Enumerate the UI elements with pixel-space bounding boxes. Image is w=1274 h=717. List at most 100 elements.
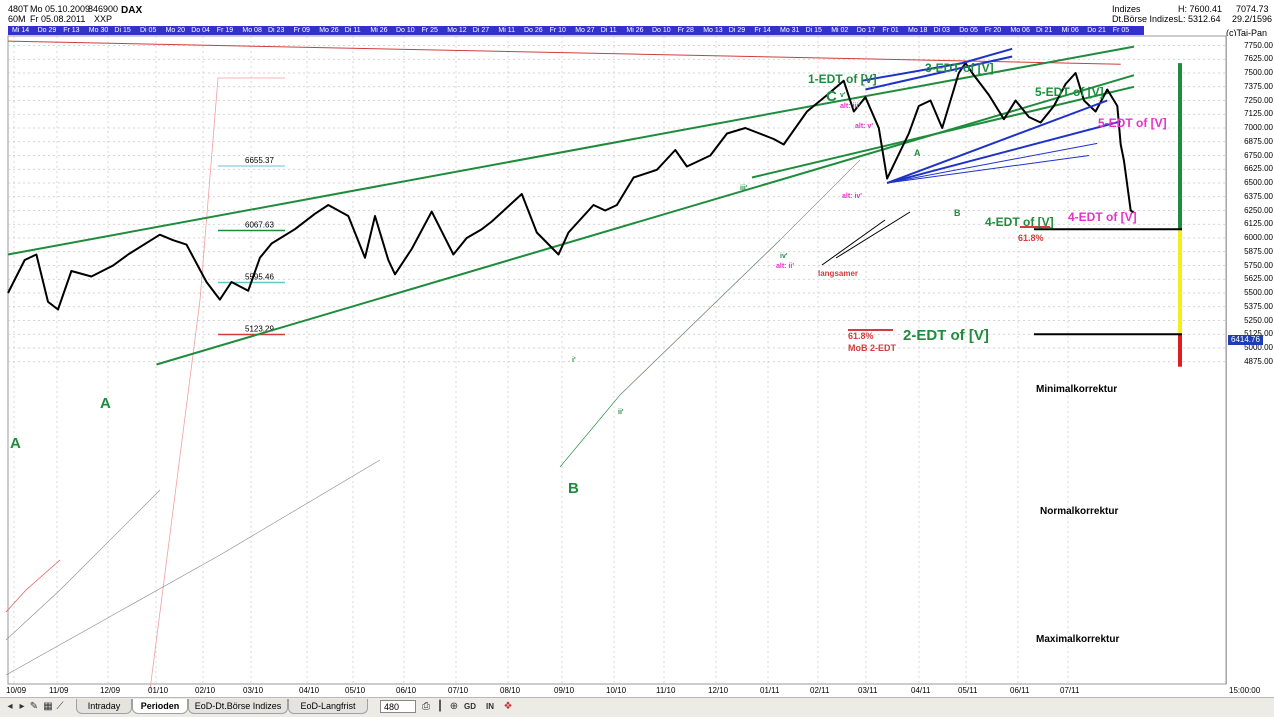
wave-annotation: v' <box>840 92 846 99</box>
y-tick-label: 4875.00 <box>1244 356 1273 366</box>
security-id: 846900 <box>88 4 119 14</box>
x-tick-label: 06/10 <box>396 686 417 695</box>
y-tick-label: 5500.00 <box>1244 288 1273 297</box>
zoom-icon[interactable]: ⊕ <box>449 701 459 712</box>
date-bar-entry: Di 23 <box>268 27 285 34</box>
y-tick-label: 7375.00 <box>1244 81 1273 91</box>
y-tick-label: 5875.00 <box>1244 246 1273 256</box>
date-bar-entry: Mo 20 <box>165 27 186 34</box>
wave-trend-line <box>886 99 1108 184</box>
bar-count: 29.2/1596 <box>1232 14 1273 24</box>
date-bar-entry: Mo 31 <box>780 27 800 34</box>
x-tick-label: 01/11 <box>760 686 780 695</box>
y-tick-label: 7750.00 <box>1244 40 1273 50</box>
date-bar-entry: Fr 19 <box>216 27 234 34</box>
fib-level-label: 5123.29 <box>245 324 274 333</box>
y-tick-label: 5625.00 <box>1244 274 1273 284</box>
fib-level-label: 6655.37 <box>245 156 274 165</box>
in-button[interactable]: IN <box>486 702 494 711</box>
layout-icon[interactable]: ▦ <box>43 701 53 712</box>
nav-first-icon[interactable]: ◂ <box>7 701 13 712</box>
fib-level-label: 5595.46 <box>245 273 274 282</box>
wave-annotation: alt: iv' <box>842 193 862 200</box>
y-axis[interactable]: 7750.00 7625.00 7500.00 7375.00 7250.00 7125.… <box>1226 36 1274 684</box>
date-bar-entry: Di 11 <box>344 27 361 34</box>
date-bar-entry: Di 05 <box>140 27 157 34</box>
index-group: Indizes <box>1112 4 1141 14</box>
wave-annotation: C <box>826 88 837 105</box>
exchange-code: XXP <box>94 14 113 24</box>
date-bar-entry: Fr 05 <box>1112 27 1130 34</box>
helper-line-gray <box>5 459 381 676</box>
edit-icon[interactable]: ✎ <box>29 701 39 712</box>
x-tick-label: 04/11 <box>911 686 931 695</box>
tab-perioden[interactable]: Perioden <box>132 699 188 714</box>
gd-button[interactable]: GD <box>464 702 476 711</box>
x-tick-label: 05/10 <box>345 686 366 695</box>
date-bar[interactable]: Mi 14 Do 29 Fr 13 Mo 30 Di 15 Di 05 Mo 20 Do 04… <box>8 26 1144 35</box>
nav-last-icon[interactable]: ▸ <box>19 701 25 712</box>
tab-intraday[interactable]: Intraday <box>76 699 132 714</box>
y-tick-label: 6875.00 <box>1244 136 1273 146</box>
y-tick-label: 6500.00 <box>1244 178 1273 187</box>
indicator-icon[interactable]: ❖ <box>503 701 513 712</box>
exchange-name: Dt.Börse Indizes <box>1112 14 1179 24</box>
end-date: Fr 05.08.2011 <box>30 14 86 24</box>
wave-annotation: iii' <box>740 185 748 192</box>
helper-line-gray <box>619 159 861 396</box>
period-label: 480T <box>8 4 29 14</box>
date-bar-entry: Do 29 <box>37 27 57 34</box>
y-tick-label: 6750.00 <box>1244 150 1273 160</box>
wave-annotation: 2-EDT of [V] <box>903 327 989 344</box>
arrow-line <box>835 211 911 259</box>
date-bar-entry: Mo 30 <box>88 27 109 34</box>
wave-annotation: 1-EDT of [V] <box>808 72 877 86</box>
wave-trend-line <box>865 55 1013 91</box>
current-price-badge: 6414.76 <box>1228 335 1263 345</box>
wave-annotation: B <box>954 208 961 218</box>
fib-level-label: 6067.63 <box>245 221 274 230</box>
x-tick-label: 09/10 <box>554 686 575 695</box>
period-select[interactable]: 480 <box>380 700 416 713</box>
y-tick-label: 6375.00 <box>1244 191 1273 201</box>
x-tick-label: 03/10 <box>243 686 264 695</box>
tab-eod-langfrist[interactable]: EoD-Langfrist <box>288 699 368 714</box>
y-tick-label: 6250.00 <box>1244 205 1273 215</box>
x-tick-label: 02/10 <box>195 686 216 695</box>
wave-annotation: A <box>10 435 21 452</box>
plot-frame <box>7 35 1227 685</box>
tab-eod-boerse[interactable]: EoD-Dt.Börse Indizes <box>188 699 288 714</box>
y-tick-label: 7500.00 <box>1244 68 1273 77</box>
x-tick-label: 01/10 <box>148 686 169 695</box>
x-tick-label: 11/09 <box>49 686 69 695</box>
wave-annotation: alt: ii' <box>776 263 794 270</box>
x-tick-label: 07/10 <box>448 686 469 695</box>
print-icon[interactable]: ⎙ <box>422 701 430 712</box>
channel-line <box>156 74 1135 366</box>
date-bar-entry: Mo 08 <box>242 27 262 34</box>
chart-icon[interactable]: ⟋ <box>56 701 64 712</box>
helper-line-pink <box>149 77 285 691</box>
price-series-line <box>7 62 1135 311</box>
x-tick-label: 10/10 <box>606 686 627 695</box>
wave-annotation: 4-EDT of [V] <box>985 215 1054 229</box>
y-tick-label: 7625.00 <box>1244 54 1273 64</box>
copyright: (c)Tai-Pan <box>1226 28 1268 38</box>
helper-line-gray <box>5 489 161 641</box>
wave-annotation: A <box>914 148 921 158</box>
date-bar-entry: Mi 26 <box>626 27 644 34</box>
wave-annotation: 61.8% <box>1018 233 1044 243</box>
wave-trend-line <box>861 47 1013 82</box>
x-tick-label: 04/10 <box>299 686 320 695</box>
candle-icon[interactable]: ┃ <box>436 701 444 712</box>
date-bar-entry: Mo 27 <box>575 27 595 34</box>
wave-annotation: 4-EDT of [V] <box>1068 210 1137 224</box>
correction-label: Maximalkorrektur <box>1036 634 1119 645</box>
wave-annotation: alt: iii' <box>840 103 860 110</box>
last-value: 7074.73 <box>1236 4 1269 14</box>
x-tick-label: 02/11 <box>810 686 830 695</box>
wave-annotation: langsamer <box>818 269 858 278</box>
x-tick-label: 03/11 <box>858 686 878 695</box>
